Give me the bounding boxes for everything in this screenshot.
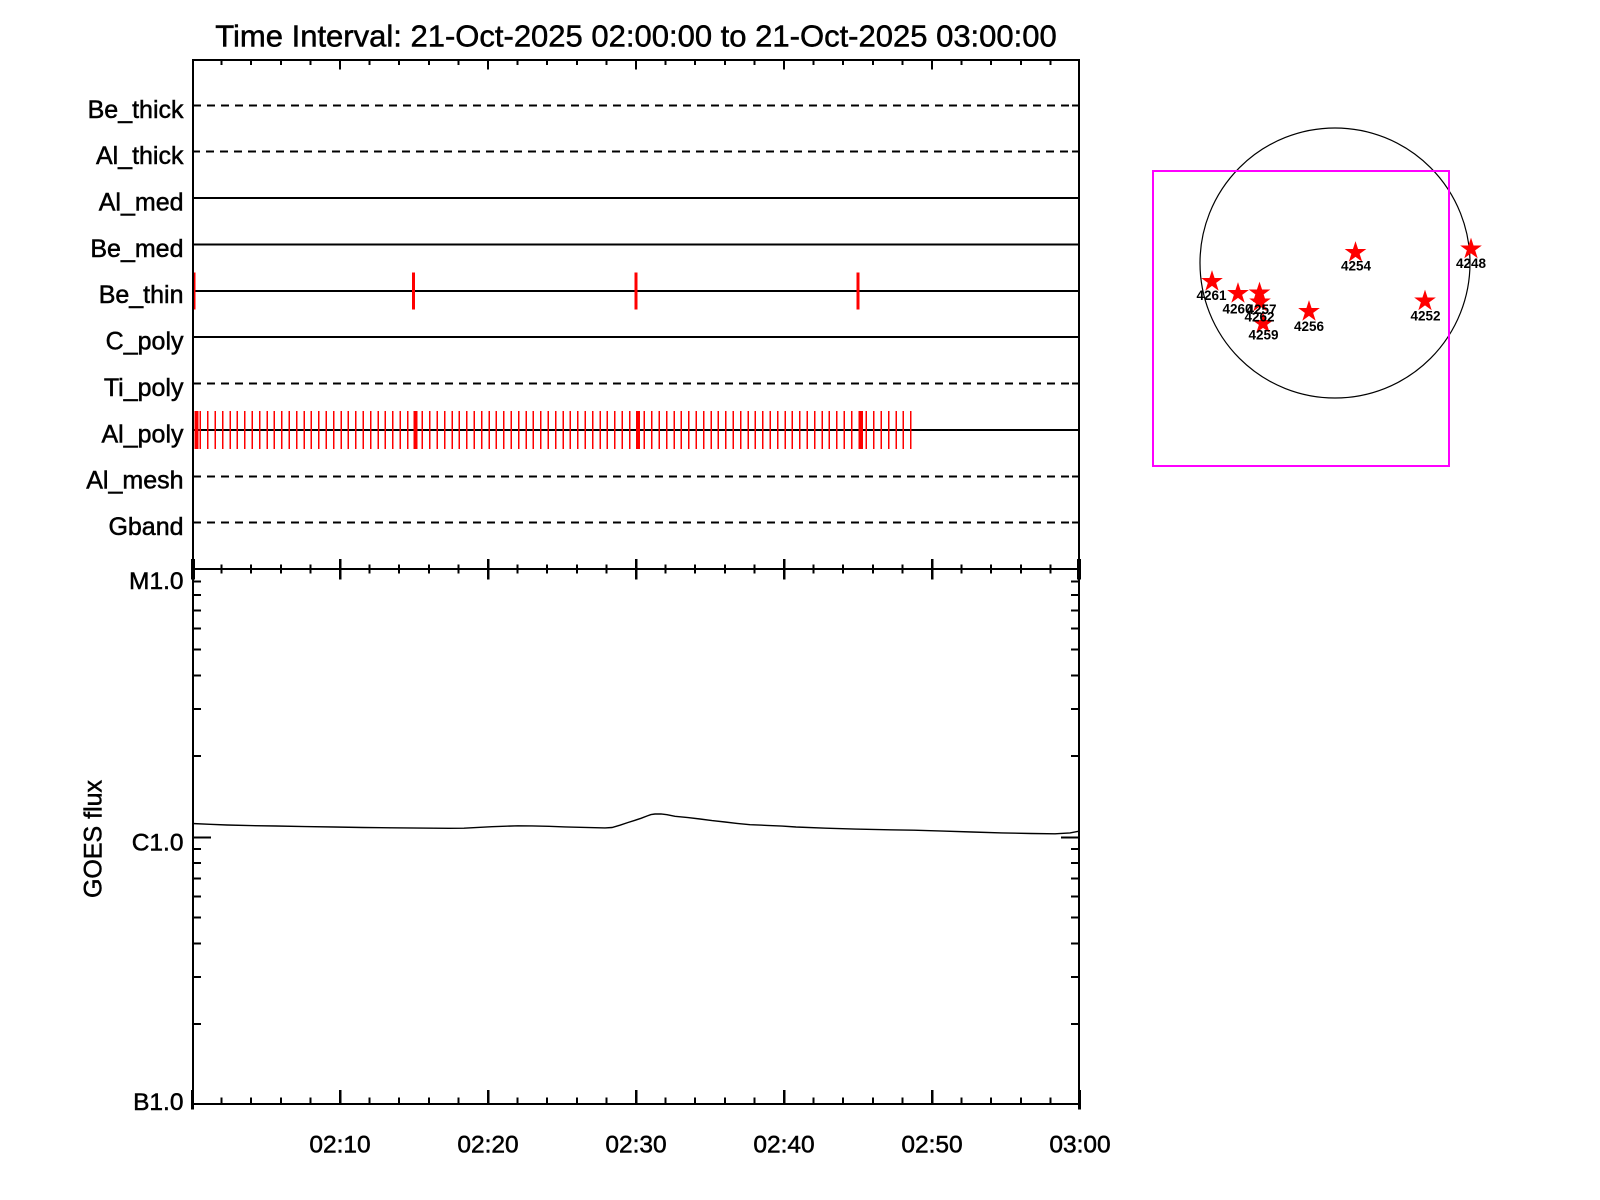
- svg-text:Be_thin: Be_thin: [99, 281, 184, 309]
- svg-text:02:20: 02:20: [457, 1132, 518, 1159]
- svg-text:Be_med: Be_med: [90, 235, 183, 263]
- svg-text:Gband: Gband: [108, 513, 183, 541]
- svg-text:4248: 4248: [1456, 256, 1487, 271]
- svg-text:GOES flux: GOES flux: [80, 779, 108, 898]
- svg-text:03:00: 03:00: [1049, 1132, 1110, 1159]
- svg-text:Ti_poly: Ti_poly: [104, 374, 184, 402]
- svg-text:Time Interval: 21-Oct-2025 02:: Time Interval: 21-Oct-2025 02:00:00 to 2…: [215, 19, 1057, 54]
- svg-text:02:40: 02:40: [753, 1132, 814, 1159]
- svg-text:4252: 4252: [1410, 309, 1440, 324]
- svg-text:Al_med: Al_med: [99, 189, 184, 217]
- svg-text:4260: 4260: [1222, 302, 1252, 317]
- svg-text:Al_poly: Al_poly: [102, 420, 184, 448]
- svg-text:4254: 4254: [1341, 259, 1372, 274]
- svg-text:02:10: 02:10: [309, 1132, 370, 1159]
- svg-text:Be_thick: Be_thick: [88, 96, 184, 124]
- svg-text:4256: 4256: [1294, 319, 1325, 334]
- svg-text:02:50: 02:50: [901, 1132, 962, 1159]
- svg-text:4259: 4259: [1248, 327, 1278, 342]
- svg-text:4261: 4261: [1196, 288, 1227, 303]
- svg-text:B1.0: B1.0: [133, 1089, 183, 1116]
- svg-text:C_poly: C_poly: [106, 328, 184, 356]
- svg-text:C1.0: C1.0: [132, 829, 184, 856]
- svg-text:Al_mesh: Al_mesh: [86, 467, 183, 495]
- svg-text:4262: 4262: [1244, 310, 1274, 325]
- svg-text:Al_thick: Al_thick: [96, 142, 184, 170]
- svg-text:M1.0: M1.0: [129, 568, 183, 595]
- svg-text:02:30: 02:30: [605, 1132, 666, 1159]
- svg-text:4257: 4257: [1246, 302, 1276, 317]
